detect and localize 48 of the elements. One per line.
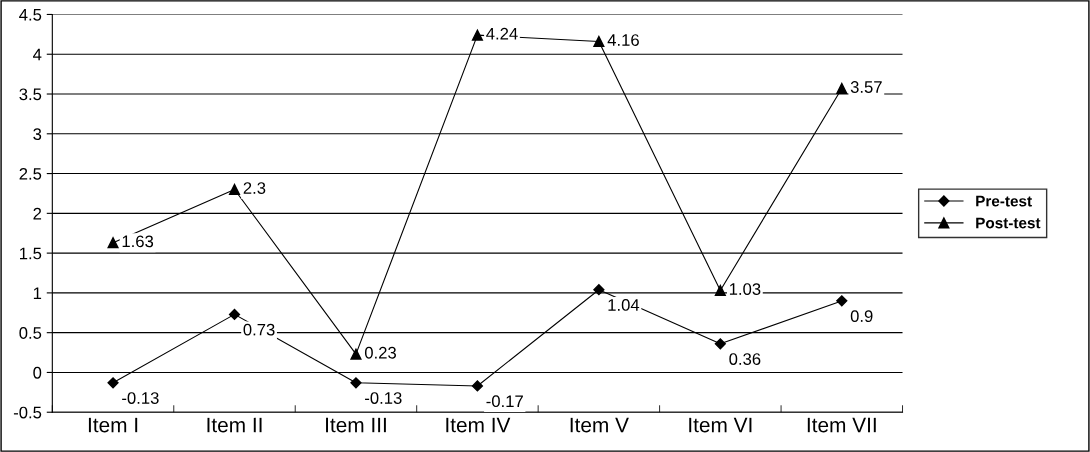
point	[471, 380, 484, 392]
point	[228, 183, 241, 196]
y-tick-label: 2.5	[19, 167, 42, 180]
x-tick-label: Item IV	[446, 417, 511, 433]
point	[714, 338, 726, 350]
point	[593, 284, 605, 296]
data-label: 0.9	[850, 310, 873, 322]
data-label: -0.13	[122, 392, 159, 404]
data-label: 1.03	[729, 283, 761, 295]
point	[107, 237, 119, 249]
data-label: -0.17	[486, 395, 523, 408]
data-label: 3.57	[850, 81, 882, 93]
y-tick-label: 3.5	[19, 88, 42, 101]
y-tick-label: 1.5	[20, 247, 42, 260]
x-tick-label: Item V	[570, 417, 629, 433]
data-label: 1.04	[608, 299, 640, 311]
legend-label: Pre-test	[976, 195, 1032, 207]
data-label: 2.3	[243, 182, 266, 194]
y-tick-label: -0.5	[13, 406, 42, 419]
point	[836, 82, 848, 95]
point	[471, 29, 483, 41]
y-tick-label: 4.5	[19, 9, 42, 21]
data-label: 4.24	[486, 27, 518, 40]
legend-label: Post-test	[976, 217, 1041, 229]
data-label: -0.13	[365, 392, 402, 404]
data-label: 1.63	[122, 235, 154, 248]
x-tick-label: Item VII	[807, 417, 876, 433]
x-tick-label: Item VI	[689, 417, 752, 433]
data-label: 0.73	[243, 323, 275, 336]
point	[593, 35, 605, 48]
point	[350, 377, 362, 389]
point	[836, 295, 848, 307]
data-label: 4.16	[607, 34, 639, 46]
y-tick-label: 3	[33, 128, 42, 140]
point	[228, 308, 241, 320]
data-label: 0.23	[364, 346, 396, 359]
point	[714, 284, 726, 297]
y-tick-label: 0.5	[19, 327, 42, 339]
y-tick-label: 0	[33, 366, 42, 379]
x-tick-label: Item II	[207, 417, 262, 433]
y-tick-label: 2	[33, 207, 42, 220]
data-label: 0.36	[729, 353, 761, 365]
y-tick-label: 4	[33, 48, 42, 61]
point	[350, 348, 362, 360]
x-tick-label: Item III	[326, 417, 386, 433]
y-tick-label: 1	[33, 287, 42, 299]
point	[107, 377, 119, 389]
x-tick-label: Item I	[88, 417, 138, 433]
